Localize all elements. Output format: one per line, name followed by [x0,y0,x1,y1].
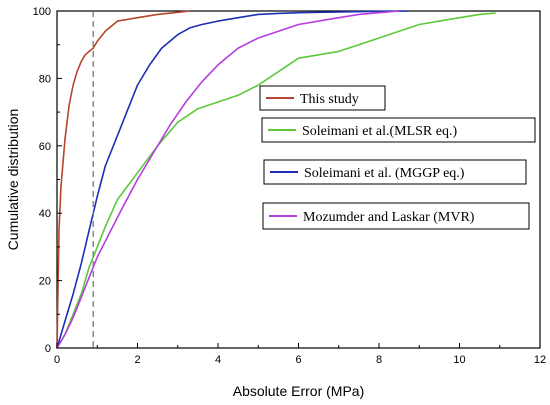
y-tick-label: 20 [39,276,51,288]
axis-ticks: 0 2 4 6 8 10 12 0 20 40 60 80 100 [33,6,546,366]
legend-box [263,159,527,185]
x-tick-label: 6 [295,354,301,366]
y-axis-title: Cumulative distribution [5,109,21,251]
x-tick-label: 0 [54,354,60,366]
series-line-1 [56,10,190,349]
x-axis-title: Absolute Error (MPa) [233,383,364,399]
series-line-2 [56,12,496,349]
series-line-3 [56,10,408,349]
x-tick-label: 4 [215,354,221,366]
y-tick-label: 40 [39,208,51,220]
legend-label: Mozumder and Laskar (MVR) [303,210,475,225]
y-tick-label: 60 [39,141,51,153]
legend-label: Soleimani et al. (MGGP eq.) [304,166,465,181]
legend-box [262,202,530,230]
legend-box [261,117,536,143]
x-tick-label: 2 [134,354,140,366]
series-line-4 [56,10,400,349]
legend-label: Soleimani et al.(MLSR eq.) [302,124,457,139]
x-tick-label: 8 [376,354,382,366]
x-tick-label: 10 [453,354,465,366]
legend: This study Soleimani et al.(MLSR eq.) Sole… [259,85,536,230]
y-tick-label: 80 [39,73,51,85]
legend-label: This study [300,92,359,107]
y-tick-label: 0 [45,343,51,355]
x-tick-label: 12 [534,354,546,366]
y-tick-label: 100 [33,6,51,18]
series-layer [56,10,496,349]
